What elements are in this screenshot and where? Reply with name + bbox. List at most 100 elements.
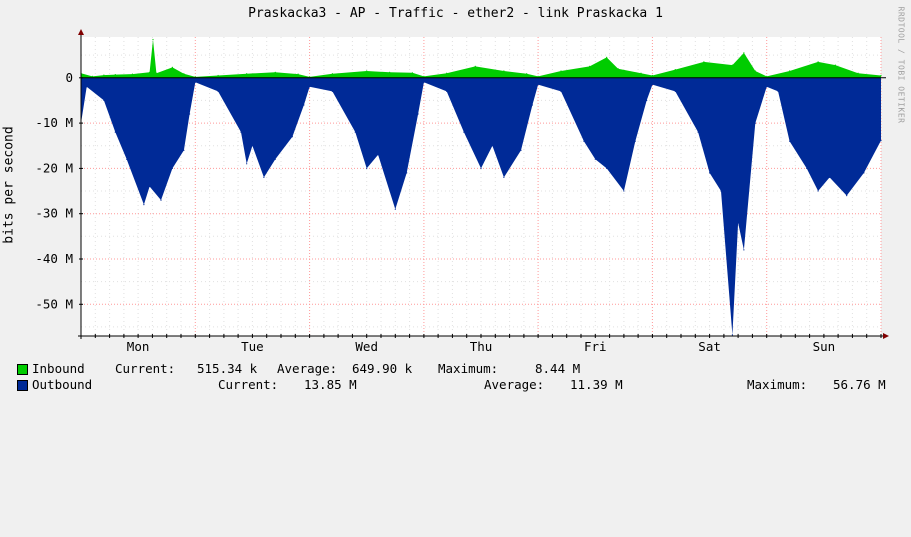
inbound-point [754, 70, 756, 72]
outbound-point [777, 90, 779, 92]
inbound-point [183, 73, 185, 75]
x-tick-label: Wed [355, 339, 378, 354]
outbound-point [583, 140, 585, 142]
outbound-point [646, 99, 648, 101]
outbound-swatch [17, 380, 28, 391]
outbound-point [731, 334, 734, 336]
y-tick-label: -10 M [35, 115, 73, 130]
inbound-point [503, 70, 505, 72]
tick-labels: Mon Tue Wed Thu Fri Sat Sun 0 -10 M -20 M -30 M -40… [35, 70, 835, 354]
y-tick-label: 0 [65, 70, 73, 85]
inbound-point [149, 71, 151, 73]
inbound-point [703, 61, 705, 63]
outbound-point [354, 131, 356, 133]
legend: Inbound Current: 515.34 k Average: 649.9… [17, 361, 907, 393]
outbound-point [480, 167, 482, 169]
outbound-label: Outbound [32, 377, 93, 392]
outbound-point [183, 149, 185, 151]
y-tick-label: -20 M [35, 160, 73, 175]
chart-title: Praskacka3 - AP - Traffic - ether2 - lin… [248, 6, 663, 21]
inbound-point [131, 73, 133, 75]
inbound-point [789, 70, 791, 72]
inbound-current-label: Current: [115, 361, 176, 376]
outbound-point [171, 167, 173, 169]
inbound-point [274, 71, 276, 73]
outbound-point [394, 208, 396, 210]
outbound-point [537, 84, 539, 86]
x-tick-label: Fri [584, 339, 607, 354]
inbound-point [526, 73, 528, 75]
outbound-point [743, 249, 745, 251]
inbound-point [857, 72, 859, 74]
outbound-point [149, 185, 151, 188]
outbound-point [766, 86, 768, 88]
outbound-point [446, 90, 448, 92]
inbound-point [880, 74, 882, 77]
inbound-point [446, 72, 448, 74]
outbound-point [674, 90, 676, 92]
outbound-point [463, 131, 465, 133]
outbound-point [880, 139, 882, 142]
outbound-point [503, 176, 505, 178]
inbound-point [474, 65, 476, 67]
outbound-point [560, 90, 562, 92]
outbound-point [634, 140, 636, 142]
outbound-point [160, 199, 162, 201]
y-tick-label: -30 M [35, 206, 73, 221]
inbound-maximum-value: 8.44 M [535, 361, 581, 376]
outbound-point [303, 104, 305, 106]
rrdtool-watermark: RRDTOOL / TOBI OETIKER [896, 6, 906, 124]
outbound-point [829, 176, 831, 178]
outbound-point [366, 167, 368, 169]
outbound-point [331, 90, 333, 92]
x-tick-label: Sat [698, 339, 721, 354]
inbound-point [297, 73, 299, 75]
outbound-point [377, 154, 379, 156]
outbound-point [623, 190, 625, 192]
inbound-point [651, 74, 654, 77]
outbound-point [789, 140, 791, 142]
outbound-point [531, 104, 534, 106]
y-tick-label: -50 M [35, 296, 73, 311]
inbound-point [309, 76, 311, 78]
outbound-point [709, 172, 711, 174]
outbound-point [651, 84, 654, 86]
legend-row-inbound: Inbound Current: 515.34 k Average: 649.9… [17, 361, 907, 377]
legend-row-outbound: Outbound Current: 13.85 M Average: 11.39… [17, 377, 907, 393]
axes [78, 29, 889, 339]
inbound-point [91, 75, 93, 77]
outbound-point [114, 131, 116, 133]
outbound-point [217, 90, 219, 92]
inbound-point [217, 74, 219, 77]
outbound-point [423, 81, 425, 83]
inbound-maximum-label: Maximum: [438, 361, 499, 376]
inbound-point [171, 66, 173, 68]
inbound-point [366, 70, 368, 72]
inbound-point [246, 73, 248, 75]
outbound-maximum-value: 56.76 M [833, 377, 886, 392]
outbound-point [520, 149, 522, 151]
outbound-point [606, 167, 608, 169]
inbound-point [331, 73, 333, 75]
outbound-point [491, 145, 493, 147]
inbound-point [411, 72, 413, 74]
outbound-point [594, 158, 596, 160]
inbound-point [537, 75, 539, 77]
inbound-point [674, 69, 676, 71]
inbound-point [589, 65, 591, 67]
outbound-average-value: 11.39 M [570, 377, 623, 392]
outbound-point [846, 195, 848, 197]
chart-canvas: Mon Tue Wed Thu Fri Sat Sun 0 -10 M -20 M -30 M -40… [35, 29, 889, 354]
outbound-point [309, 86, 311, 88]
inbound-point [389, 71, 391, 73]
y-tick-label: -40 M [35, 251, 73, 266]
outbound-point [240, 131, 242, 133]
inbound-point [114, 74, 116, 76]
y-axis-arrow [78, 29, 84, 35]
inbound-point [423, 75, 425, 77]
outbound-average-label: Average: [484, 377, 545, 392]
outbound-area [81, 77, 881, 335]
inbound-average-label: Average: [277, 361, 338, 376]
outbound-point [291, 136, 293, 138]
inbound-label: Inbound [32, 361, 85, 376]
